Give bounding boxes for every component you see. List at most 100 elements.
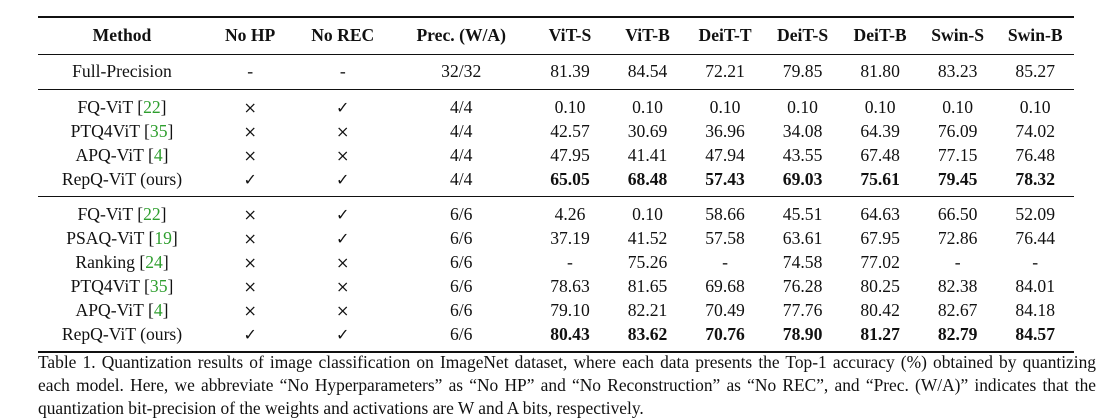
precision-cell: 6/6: [449, 276, 473, 297]
group-4bit: FQ-ViT [22] × ✓ 4/4 0.10 0.10 0.10 0.10 0.10 0.10…: [38, 90, 1074, 197]
method-name: PSAQ-ViT: [66, 228, 145, 249]
table-row: APQ-ViT [4] × × 4/4 47.95 41.41 47.94 43.55 67.4…: [38, 144, 1074, 168]
accuracy-cell: 30.69: [627, 121, 668, 142]
citation-ref: 24: [145, 252, 163, 273]
cross-icon: ×: [243, 229, 257, 249]
no-rec-cell: ✓: [294, 90, 391, 121]
accuracy-cell: 41.52: [627, 228, 668, 249]
column-header: Swin-B: [996, 16, 1074, 55]
no-rec-cell: ×: [294, 120, 391, 144]
no-rec-cell: -: [294, 54, 392, 90]
no-rec-cell: ×: [294, 251, 391, 275]
table-row: FQ-ViT [22] × ✓ 6/6 4.26 0.10 58.66 45.51 64.63 6…: [38, 197, 1074, 228]
method-name: RepQ-ViT (ours): [61, 324, 183, 345]
citation-ref: 19: [154, 228, 172, 249]
table-caption: Table 1. Quantization results of image c…: [38, 352, 1096, 418]
method-name: FQ-ViT: [77, 97, 133, 118]
accuracy-cell: 0.10: [1019, 97, 1051, 118]
accuracy-cell: 77.02: [860, 252, 900, 273]
accuracy-cell: 76.09: [937, 121, 978, 142]
accuracy-cell: 75.26: [627, 252, 668, 273]
cross-icon: ×: [243, 146, 257, 166]
accuracy-cell: 70.76: [686, 323, 764, 353]
accuracy-cell: 81.80: [841, 54, 919, 90]
column-header: No HP: [206, 16, 295, 55]
accuracy-cell: 84.18: [1015, 300, 1055, 321]
table-row: RepQ-ViT (ours) ✓ ✓ 6/6 80.43 83.62 70.76 78.90…: [38, 323, 1074, 353]
accuracy-cell: 47.95: [550, 145, 590, 166]
table-row: APQ-ViT [4] × × 6/6 79.10 82.21 70.49 77.76 80.4…: [38, 299, 1074, 323]
accuracy-cell: 34.08: [782, 121, 823, 142]
accuracy-cell: -: [1032, 252, 1039, 273]
accuracy-cell: 79.45: [918, 168, 997, 197]
accuracy-cell: 0.10: [632, 97, 663, 118]
accuracy-cell: 42.57: [550, 121, 590, 142]
group-6bit: FQ-ViT [22] × ✓ 6/6 4.26 0.10 58.66 45.51 64.63 6…: [38, 197, 1074, 353]
method-cell: FQ-ViT [22]: [77, 204, 167, 225]
accuracy-cell: 67.95: [860, 228, 900, 249]
accuracy-cell: 82.79: [918, 323, 997, 353]
no-hp-cell: ×: [206, 197, 294, 228]
check-icon: ✓: [336, 170, 350, 190]
accuracy-cell: 0.10: [942, 97, 974, 118]
accuracy-cell: 80.42: [860, 300, 900, 321]
citation-ref: 22: [143, 97, 161, 118]
accuracy-cell: 63.61: [782, 228, 823, 249]
no-hp-cell: ×: [206, 120, 294, 144]
check-icon: ✓: [336, 98, 350, 118]
accuracy-cell: 70.49: [705, 300, 745, 321]
accuracy-cell: 85.27: [996, 54, 1074, 90]
accuracy-cell: 68.48: [608, 168, 687, 197]
accuracy-cell: 81.27: [841, 323, 919, 353]
accuracy-cell: 78.32: [996, 168, 1074, 197]
precision-cell: 32/32: [391, 54, 532, 90]
table-row: PSAQ-ViT [19] × ✓ 6/6 37.19 41.52 57.58 63.61 67…: [38, 227, 1074, 251]
accuracy-cell: 72.86: [937, 228, 978, 249]
accuracy-cell: 72.21: [686, 54, 764, 90]
column-header: Swin-S: [918, 16, 997, 55]
accuracy-cell: 76.44: [1015, 228, 1055, 249]
accuracy-cell: 76.28: [782, 276, 823, 297]
accuracy-cell: 80.43: [531, 323, 609, 353]
accuracy-cell: 52.09: [1015, 204, 1055, 225]
accuracy-cell: 76.48: [1015, 145, 1055, 166]
column-header: DeiT-B: [841, 16, 919, 55]
precision-cell: 6/6: [391, 323, 532, 353]
no-rec-cell: ✓: [294, 227, 391, 251]
accuracy-cell: 80.25: [860, 276, 900, 297]
results-table-container: Method No HP No REC Prec. (W/A) ViT-S ViT-B De…: [38, 16, 1074, 353]
cross-icon: ×: [243, 205, 257, 225]
accuracy-cell: 58.66: [705, 204, 745, 225]
accuracy-cell: 74.58: [782, 252, 823, 273]
accuracy-cell: 82.67: [937, 300, 978, 321]
accuracy-cell: 81.65: [627, 276, 668, 297]
cross-icon: ×: [336, 301, 350, 321]
method-cell: FQ-ViT [22]: [77, 97, 167, 118]
column-header: DeiT-S: [763, 16, 842, 55]
check-icon: ✓: [336, 229, 350, 249]
accuracy-cell: 84.01: [1015, 276, 1055, 297]
accuracy-cell: -: [954, 252, 961, 273]
accuracy-cell: 82.21: [627, 300, 668, 321]
accuracy-cell: 69.68: [705, 276, 745, 297]
accuracy-cell: 69.03: [763, 168, 842, 197]
column-header: ViT-B: [608, 16, 687, 55]
table-row: Ranking [24] × × 6/6 - 75.26 - 74.58 77.02 - -: [38, 251, 1074, 275]
cross-icon: ×: [243, 277, 257, 297]
accuracy-cell: 0.10: [787, 97, 818, 118]
accuracy-cell: 37.19: [550, 228, 590, 249]
table-row: PTQ4ViT [35] × × 6/6 78.63 81.65 69.68 76.28 80.…: [38, 275, 1074, 299]
no-rec-cell: ×: [294, 299, 391, 323]
no-hp-cell: ×: [206, 227, 294, 251]
citation-ref: 4: [153, 145, 163, 166]
citation-ref: 35: [149, 276, 168, 297]
precision-cell: 6/6: [449, 228, 473, 249]
no-rec-cell: ✓: [294, 197, 391, 228]
accuracy-cell: 0.10: [709, 97, 741, 118]
cross-icon: ×: [243, 301, 257, 321]
accuracy-cell: 57.58: [705, 228, 745, 249]
accuracy-cell: 67.48: [860, 145, 900, 166]
accuracy-cell: 41.41: [627, 145, 668, 166]
method-cell: APQ-ViT [4]: [75, 300, 169, 321]
accuracy-cell: 84.54: [608, 54, 687, 90]
